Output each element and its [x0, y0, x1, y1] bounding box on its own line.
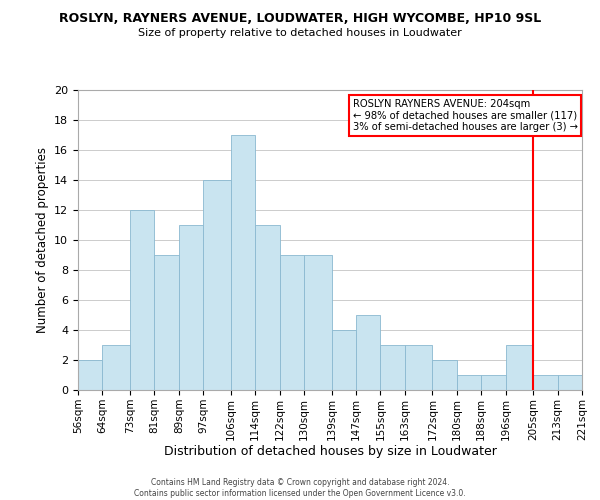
- X-axis label: Distribution of detached houses by size in Loudwater: Distribution of detached houses by size …: [164, 446, 496, 458]
- Bar: [203, 180, 231, 390]
- Bar: [179, 225, 203, 390]
- Bar: [506, 345, 533, 390]
- Bar: [557, 375, 582, 390]
- Bar: [405, 345, 433, 390]
- Text: Contains HM Land Registry data © Crown copyright and database right 2024.
Contai: Contains HM Land Registry data © Crown c…: [134, 478, 466, 498]
- Bar: [457, 375, 481, 390]
- Text: ROSLYN RAYNERS AVENUE: 204sqm
← 98% of detached houses are smaller (117)
3% of s: ROSLYN RAYNERS AVENUE: 204sqm ← 98% of d…: [353, 99, 578, 132]
- Bar: [481, 375, 506, 390]
- Bar: [332, 330, 356, 390]
- Bar: [255, 225, 280, 390]
- Y-axis label: Number of detached properties: Number of detached properties: [35, 147, 49, 333]
- Bar: [356, 315, 380, 390]
- Bar: [433, 360, 457, 390]
- Bar: [130, 210, 154, 390]
- Bar: [380, 345, 405, 390]
- Text: ROSLYN, RAYNERS AVENUE, LOUDWATER, HIGH WYCOMBE, HP10 9SL: ROSLYN, RAYNERS AVENUE, LOUDWATER, HIGH …: [59, 12, 541, 26]
- Bar: [78, 360, 103, 390]
- Text: Size of property relative to detached houses in Loudwater: Size of property relative to detached ho…: [138, 28, 462, 38]
- Bar: [304, 255, 332, 390]
- Bar: [533, 375, 557, 390]
- Bar: [280, 255, 304, 390]
- Bar: [154, 255, 179, 390]
- Bar: [231, 135, 255, 390]
- Bar: [103, 345, 130, 390]
